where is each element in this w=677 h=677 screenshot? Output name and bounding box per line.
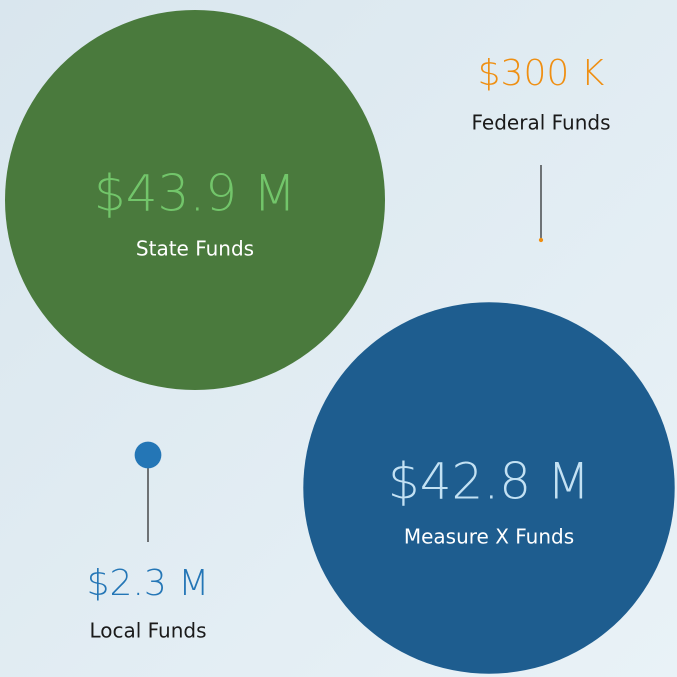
value-label: $42.8 M: [388, 453, 590, 511]
value-label: $300 K: [478, 53, 605, 94]
category-label: State Funds: [136, 237, 254, 261]
category-label: Federal Funds: [472, 111, 611, 135]
bubble: [303, 302, 675, 674]
value-label: $43.9 M: [94, 165, 296, 223]
bubble: [5, 10, 385, 390]
bubble: [538, 237, 544, 243]
category-label: Local Funds: [89, 619, 206, 643]
bubble: [134, 441, 162, 469]
category-label: Measure X Funds: [404, 525, 574, 549]
value-label: $2.3 M: [87, 563, 210, 604]
